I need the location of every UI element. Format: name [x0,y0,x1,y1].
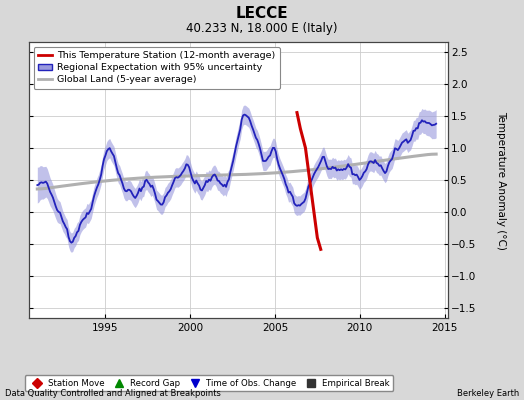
Text: Berkeley Earth: Berkeley Earth [456,389,519,398]
Text: 40.233 N, 18.000 E (Italy): 40.233 N, 18.000 E (Italy) [186,22,338,35]
Text: Data Quality Controlled and Aligned at Breakpoints: Data Quality Controlled and Aligned at B… [5,389,221,398]
Text: LECCE: LECCE [236,6,288,21]
Y-axis label: Temperature Anomaly (°C): Temperature Anomaly (°C) [496,110,506,250]
Legend: Station Move, Record Gap, Time of Obs. Change, Empirical Break: Station Move, Record Gap, Time of Obs. C… [25,375,394,391]
